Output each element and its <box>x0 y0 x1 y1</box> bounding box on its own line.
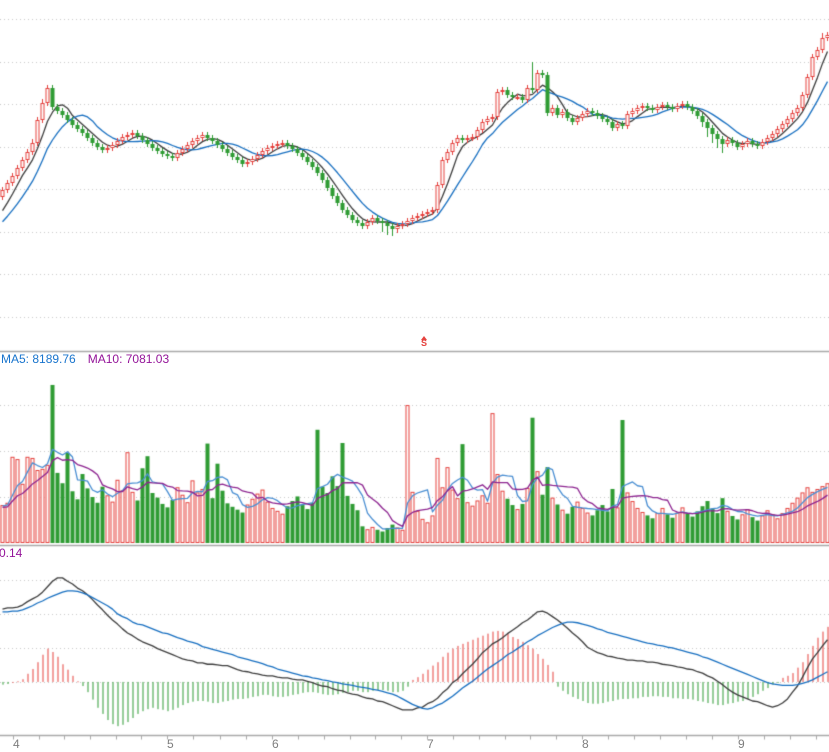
x-axis-month-label: 9 <box>738 737 745 751</box>
x-axis-month-label: 4 <box>13 737 20 751</box>
marker-triangle-icon <box>421 336 427 340</box>
dividend-event-marker[interactable]: S <box>419 336 429 348</box>
volume-ma10-label: MA10: 7081.03 <box>87 352 170 366</box>
marker-glyph: S <box>420 338 427 348</box>
x-axis-month-label: 5 <box>167 737 174 751</box>
x-axis-month-label: 7 <box>427 737 434 751</box>
volume-ma5-label: MA5: 8189.76 <box>1 352 76 366</box>
x-axis-month-label: 6 <box>272 737 279 751</box>
macd-indicator-value: 0.14 <box>0 546 23 560</box>
volume-indicator-header: MA5: 8189.76 MA10: 7081.03 <box>1 352 169 366</box>
x-axis-month-label: 8 <box>582 737 589 751</box>
